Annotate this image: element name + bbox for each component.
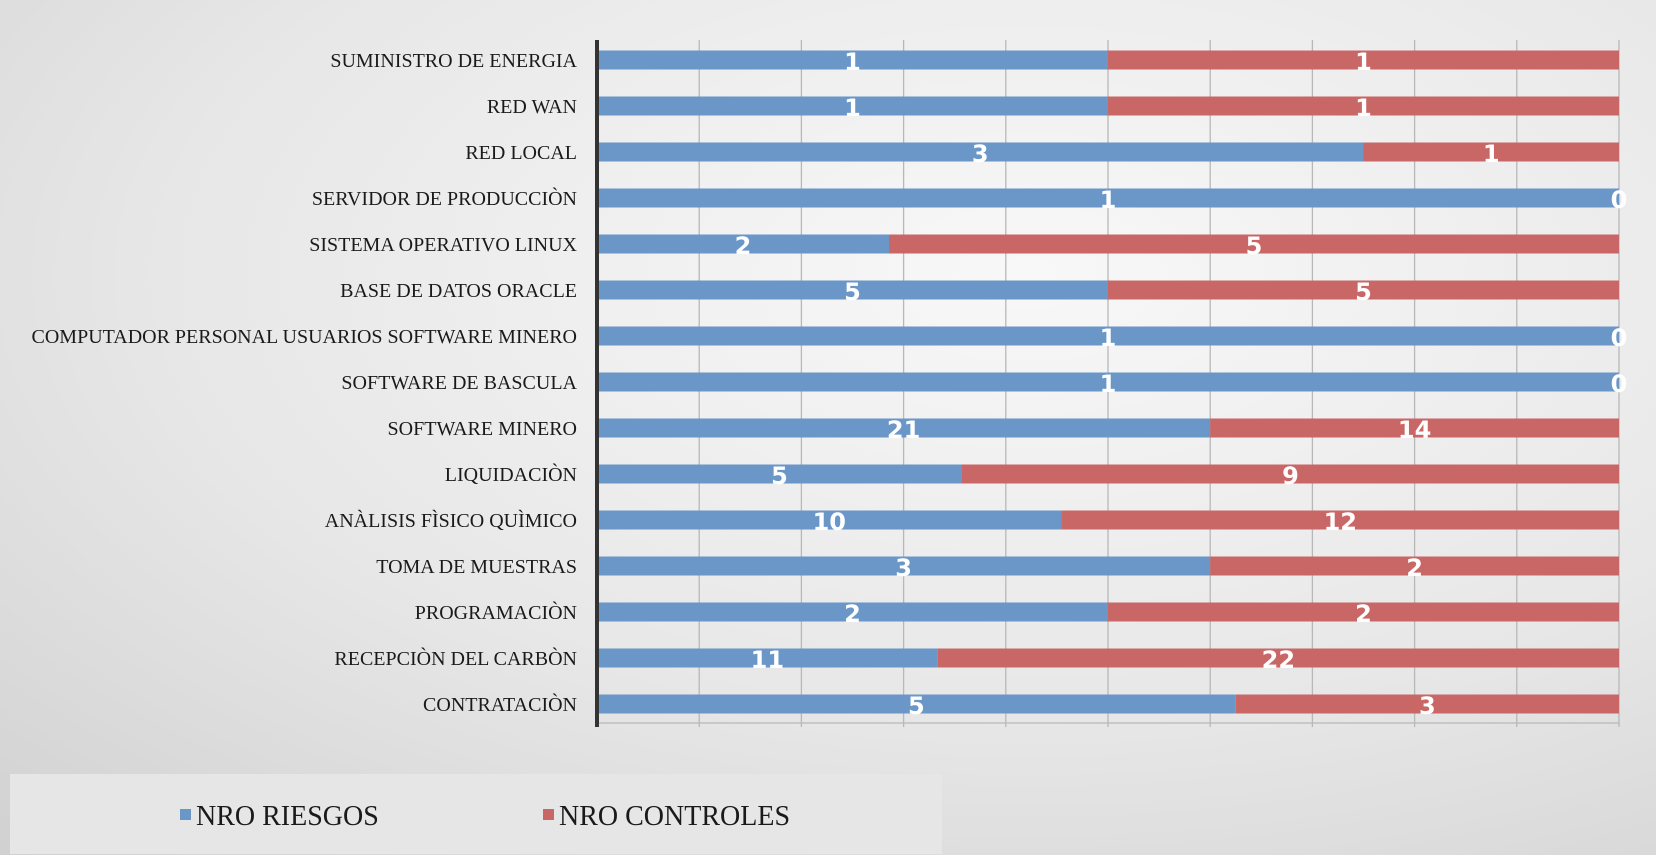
bar-riesgos [597, 418, 1211, 438]
bar-riesgos [597, 464, 962, 484]
data-label: 5 [771, 462, 788, 490]
data-label: 2 [844, 600, 861, 628]
category-label: SERVIDOR DE PRODUCCIÒN [312, 186, 577, 210]
data-label: 5 [908, 692, 925, 720]
bar-riesgos [597, 234, 889, 254]
bar-controles [889, 234, 1619, 254]
bar-riesgos [597, 280, 1108, 300]
data-label: 11 [751, 646, 784, 674]
data-label: 3 [895, 554, 912, 582]
category-labels: SUMINISTRO DE ENERGIA RED WAN RED LOCAL SER… [32, 50, 578, 716]
category-label: SUMINISTRO DE ENERGIA [330, 50, 577, 72]
category-label: SOFTWARE DE BASCULA [341, 372, 577, 394]
category-label: LIQUIDACIÒN [445, 462, 577, 486]
bars [597, 50, 1619, 714]
data-label: 0 [1611, 370, 1628, 398]
legend-label-riesgos: NRO RIESGOS [196, 801, 379, 832]
category-label: BASE DE DATOS ORACLE [340, 280, 577, 302]
data-labels: 1 11 13 11 02 55 51 01 021 145 910 123 22 211 225 3 [735, 48, 1628, 720]
data-label: 0 [1611, 324, 1628, 352]
bar-controles [937, 648, 1619, 668]
bar-riesgos [597, 96, 1108, 116]
category-label: RED WAN [487, 96, 577, 118]
bar-controles [962, 464, 1619, 484]
bar-controles [1108, 96, 1619, 116]
data-label: 3 [1419, 692, 1436, 720]
category-label: RECEPCIÒN DEL CARBÒN [334, 646, 577, 670]
bar-controles [1235, 694, 1619, 714]
bar-riesgos [597, 50, 1108, 70]
data-label: 1 [1355, 48, 1372, 76]
data-label: 1 [1100, 324, 1117, 352]
legend-label-controles: NRO CONTROLES [559, 801, 790, 832]
bar-riesgos [597, 188, 1619, 208]
data-label: 1 [1483, 140, 1500, 168]
legend: NRO RIESGOS NRO CONTROLES [10, 774, 942, 854]
data-label: 3 [972, 140, 989, 168]
bar-controles [1210, 418, 1619, 438]
data-label: 2 [1355, 600, 1372, 628]
data-label: 12 [1324, 508, 1357, 536]
data-label: 0 [1611, 186, 1628, 214]
data-label: 21 [887, 416, 920, 444]
legend-swatch-controles [543, 809, 554, 820]
data-label: 2 [1406, 554, 1423, 582]
data-label: 1 [844, 94, 861, 122]
bar-controles [1108, 280, 1619, 300]
category-label: ANÀLISIS FÌSICO QUÌMICO [325, 509, 577, 532]
bar-riesgos [597, 372, 1619, 392]
category-label: TOMA DE MUESTRAS [376, 556, 577, 578]
data-label: 9 [1282, 462, 1299, 490]
bar-riesgos [597, 648, 938, 668]
category-label: CONTRATACIÒN [423, 692, 577, 716]
bar-controles [1210, 556, 1619, 576]
data-label: 10 [813, 508, 846, 536]
data-label: 14 [1398, 416, 1431, 444]
bar-controles [1108, 602, 1619, 622]
data-label: 22 [1262, 646, 1295, 674]
bar-riesgos [597, 142, 1364, 162]
category-label: SISTEMA OPERATIVO LINUX [309, 234, 577, 256]
category-label: COMPUTADOR PERSONAL USUARIOS SOFTWARE MI… [32, 326, 578, 348]
data-label: 1 [844, 48, 861, 76]
data-label: 5 [1246, 232, 1263, 260]
data-label: 5 [844, 278, 861, 306]
bar-controles [1061, 510, 1619, 530]
category-label: PROGRAMACIÒN [415, 600, 577, 624]
bar-controles [1108, 50, 1619, 70]
category-label: RED LOCAL [465, 142, 577, 164]
bar-riesgos [597, 602, 1108, 622]
data-label: 1 [1355, 94, 1372, 122]
bar-riesgos [597, 326, 1619, 346]
bar-riesgos [597, 556, 1211, 576]
data-label: 1 [1100, 370, 1117, 398]
legend-background [10, 774, 942, 854]
data-label: 5 [1355, 278, 1372, 306]
bar-riesgos [597, 510, 1062, 530]
category-label: SOFTWARE MINERO [388, 418, 577, 440]
bar-controles [1363, 142, 1619, 162]
legend-swatch-riesgos [180, 809, 191, 820]
data-label: 1 [1100, 186, 1117, 214]
bar-riesgos [597, 694, 1236, 714]
data-label: 2 [735, 232, 752, 260]
